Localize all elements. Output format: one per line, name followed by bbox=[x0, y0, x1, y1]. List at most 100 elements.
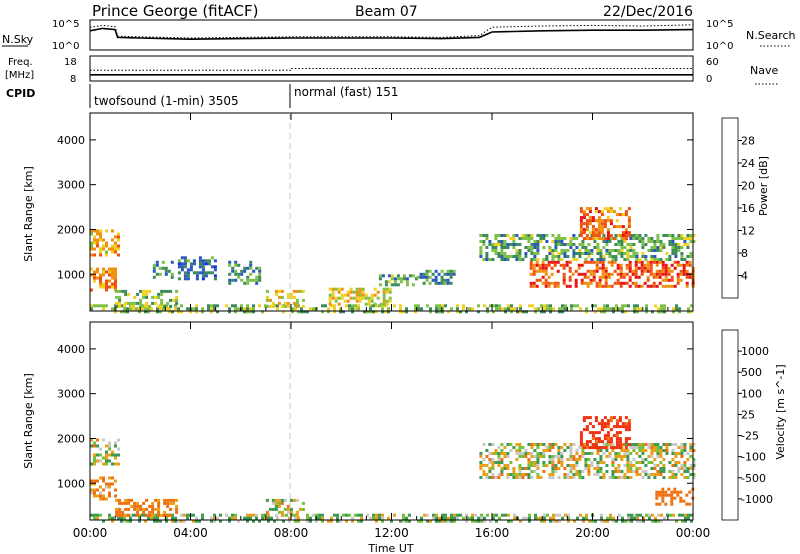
velocity-cell bbox=[96, 494, 99, 498]
power-cell bbox=[482, 240, 486, 243]
power-cell bbox=[240, 304, 243, 308]
power-cell bbox=[586, 281, 590, 285]
power-cell bbox=[575, 258, 579, 261]
power-cell bbox=[271, 304, 275, 308]
velocity-cell bbox=[548, 446, 552, 449]
power-cell bbox=[452, 272, 456, 276]
power-cell bbox=[446, 269, 450, 273]
velocity-cell bbox=[283, 498, 287, 502]
power-cell bbox=[513, 307, 516, 311]
power-cell bbox=[201, 310, 204, 314]
velocity-cell bbox=[295, 498, 299, 502]
power-cell bbox=[210, 271, 214, 275]
power-cell bbox=[637, 260, 641, 264]
velocity-cell bbox=[148, 510, 152, 514]
velocity-ytick-label: 2000 bbox=[57, 432, 85, 445]
power-cell bbox=[246, 278, 250, 282]
power-cell bbox=[670, 269, 674, 273]
power-cell bbox=[588, 237, 592, 241]
velocity-cell bbox=[635, 470, 639, 473]
power-cell bbox=[114, 282, 117, 286]
power-cell bbox=[601, 275, 605, 279]
velocity-cell bbox=[330, 516, 333, 520]
velocity-cell bbox=[280, 510, 284, 514]
power-cell bbox=[201, 265, 205, 269]
velocity-cell bbox=[680, 452, 684, 455]
power-cell bbox=[656, 240, 660, 243]
velocity-cell bbox=[603, 519, 606, 523]
velocity-cell bbox=[277, 504, 281, 508]
power-cell bbox=[568, 260, 572, 264]
power-cell bbox=[249, 272, 253, 276]
time-tick-label: 20:00 bbox=[575, 526, 610, 540]
power-cell bbox=[342, 310, 345, 314]
velocity-cell bbox=[629, 452, 633, 455]
power-cell bbox=[355, 287, 359, 291]
velocity-cell bbox=[569, 458, 573, 461]
velocity-cell bbox=[612, 425, 616, 429]
velocity-cell bbox=[180, 513, 183, 517]
power-cell bbox=[93, 229, 96, 233]
power-cell bbox=[213, 259, 217, 263]
velocity-cell bbox=[692, 458, 696, 461]
power-cell bbox=[118, 301, 122, 305]
power-cell bbox=[456, 307, 459, 311]
power-cell bbox=[641, 243, 645, 246]
velocity-cell bbox=[183, 513, 186, 517]
power-cell bbox=[102, 247, 105, 251]
power-cell bbox=[127, 301, 131, 305]
velocity-colorbar-tick-label: 25 bbox=[741, 408, 755, 421]
velocity-cell bbox=[96, 516, 99, 520]
power-cell bbox=[608, 252, 612, 255]
power-cell bbox=[595, 269, 599, 273]
power-cell bbox=[674, 246, 678, 249]
velocity-cell bbox=[180, 519, 183, 523]
velocity-cell bbox=[548, 449, 552, 452]
power-cell bbox=[542, 237, 546, 240]
power-cell bbox=[591, 231, 595, 235]
velocity-cell bbox=[504, 513, 507, 517]
velocity-cell bbox=[423, 513, 426, 517]
power-cell bbox=[96, 238, 99, 242]
velocity-cell bbox=[512, 467, 516, 470]
velocity-cell bbox=[606, 519, 609, 523]
power-cell bbox=[498, 307, 501, 311]
velocity-cell bbox=[497, 446, 501, 449]
velocity-cell bbox=[530, 476, 534, 479]
velocity-cell bbox=[660, 513, 663, 517]
power-cell bbox=[512, 234, 516, 237]
velocity-cell bbox=[252, 513, 255, 517]
velocity-cell bbox=[608, 455, 612, 458]
velocity-cell bbox=[309, 519, 312, 523]
power-cell bbox=[685, 263, 689, 267]
velocity-cell bbox=[591, 443, 595, 447]
power-cell bbox=[534, 310, 537, 314]
velocity-cell bbox=[157, 504, 161, 508]
power-cell bbox=[301, 289, 305, 293]
power-cell bbox=[637, 266, 641, 270]
power-cell bbox=[349, 287, 353, 291]
velocity-cell bbox=[124, 501, 128, 505]
power-cell bbox=[417, 307, 420, 311]
power-cell bbox=[492, 310, 495, 314]
velocity-cell bbox=[658, 493, 662, 497]
power-cell bbox=[105, 288, 108, 292]
power-cell bbox=[198, 265, 202, 269]
velocity-cell bbox=[650, 443, 654, 446]
power-cell bbox=[434, 275, 438, 279]
velocity-cell bbox=[459, 513, 462, 517]
velocity-cell bbox=[506, 467, 510, 470]
power-cell bbox=[561, 304, 564, 308]
velocity-cell bbox=[210, 519, 213, 523]
power-cell bbox=[580, 263, 584, 267]
power-cell bbox=[548, 246, 552, 249]
velocity-cell bbox=[402, 516, 405, 520]
power-cell bbox=[574, 281, 578, 285]
power-cell bbox=[375, 310, 378, 314]
power-cell bbox=[331, 287, 335, 291]
velocity-cell bbox=[683, 449, 687, 452]
velocity-cell bbox=[90, 438, 93, 442]
velocity-cell bbox=[438, 516, 441, 520]
power-cell bbox=[594, 210, 598, 214]
power-cell bbox=[579, 216, 583, 220]
